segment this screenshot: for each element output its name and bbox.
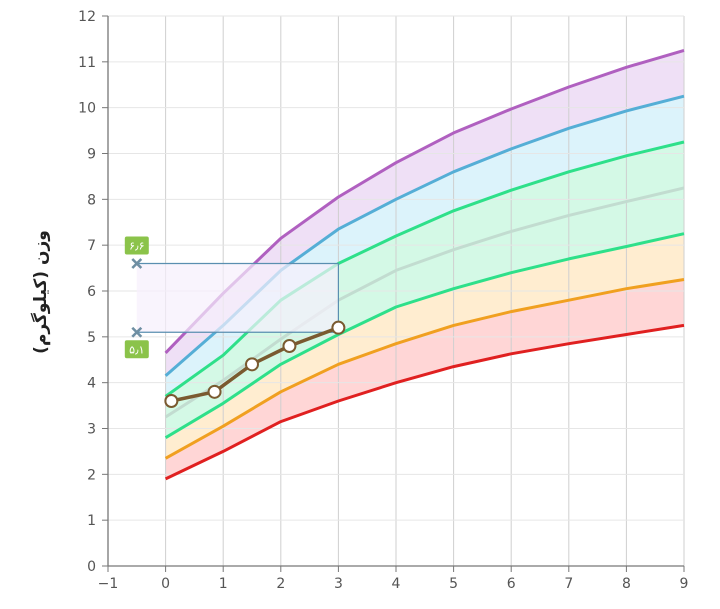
y-tick-label: 0 [87, 559, 96, 575]
child-weight-point [207, 384, 222, 399]
percentile-band [165, 279, 685, 479]
badge-text: ۵٫۱ [129, 343, 144, 356]
y-tick-label: 9 [87, 147, 96, 163]
upper-range-badge: ۶٫۶ [124, 236, 149, 255]
percentile-bands [165, 50, 685, 479]
x-tick-label: 3 [334, 576, 343, 592]
y-tick-label: 7 [87, 238, 96, 254]
x-tick-label: 6 [507, 576, 516, 592]
percentile-band [165, 50, 685, 376]
y-axis-label: وزن (کیلوگرم) [30, 230, 51, 354]
badge-background [124, 340, 149, 359]
x-tick-label: 9 [680, 576, 689, 592]
percentile-band [165, 142, 685, 418]
child-weight-point [164, 394, 179, 408]
y-tick-label: 12 [78, 9, 96, 25]
x-tick-label: 4 [392, 576, 401, 592]
x-tick-label: 5 [449, 576, 458, 592]
x-tick-label: 1 [219, 576, 228, 592]
y-tick-label: 2 [87, 467, 96, 483]
y-tick-label: 3 [87, 422, 96, 438]
x-tick-label: −1 [98, 576, 119, 592]
x-tick-label: 8 [622, 576, 631, 592]
y-tick-label: 4 [87, 376, 96, 392]
percentile-band [165, 96, 685, 397]
y-tick-label: 5 [87, 330, 96, 346]
axes [102, 15, 685, 572]
percentile-line [164, 232, 685, 439]
lower-range-marker-icon [131, 326, 143, 338]
upper-range-marker-icon [131, 258, 143, 269]
badge-background [124, 236, 149, 255]
percentile-band [165, 187, 685, 438]
lower-range-badge: ۵٫۱ [124, 340, 149, 359]
y-tick-label: 6 [87, 284, 96, 300]
cross-stroke [131, 326, 143, 338]
y-tick-label: 8 [87, 192, 96, 208]
percentile-line [164, 278, 685, 460]
child-weight-point [245, 357, 259, 372]
percentile-line [164, 323, 685, 481]
range-band [136, 263, 339, 333]
child-weight-series [164, 320, 346, 408]
y-tick-label: 10 [78, 101, 96, 117]
cross-stroke [131, 258, 143, 269]
percentile-band [165, 233, 685, 459]
badge-text: ۶٫۶ [129, 240, 144, 253]
x-tick-label: 2 [276, 576, 285, 592]
child-weight-point [282, 339, 297, 353]
y-tick-label: 1 [87, 513, 96, 529]
x-tick-label: 0 [161, 576, 170, 592]
child-weight-point [331, 320, 346, 335]
y-tick-label: 11 [78, 55, 96, 71]
x-tick-label: 7 [564, 576, 573, 592]
